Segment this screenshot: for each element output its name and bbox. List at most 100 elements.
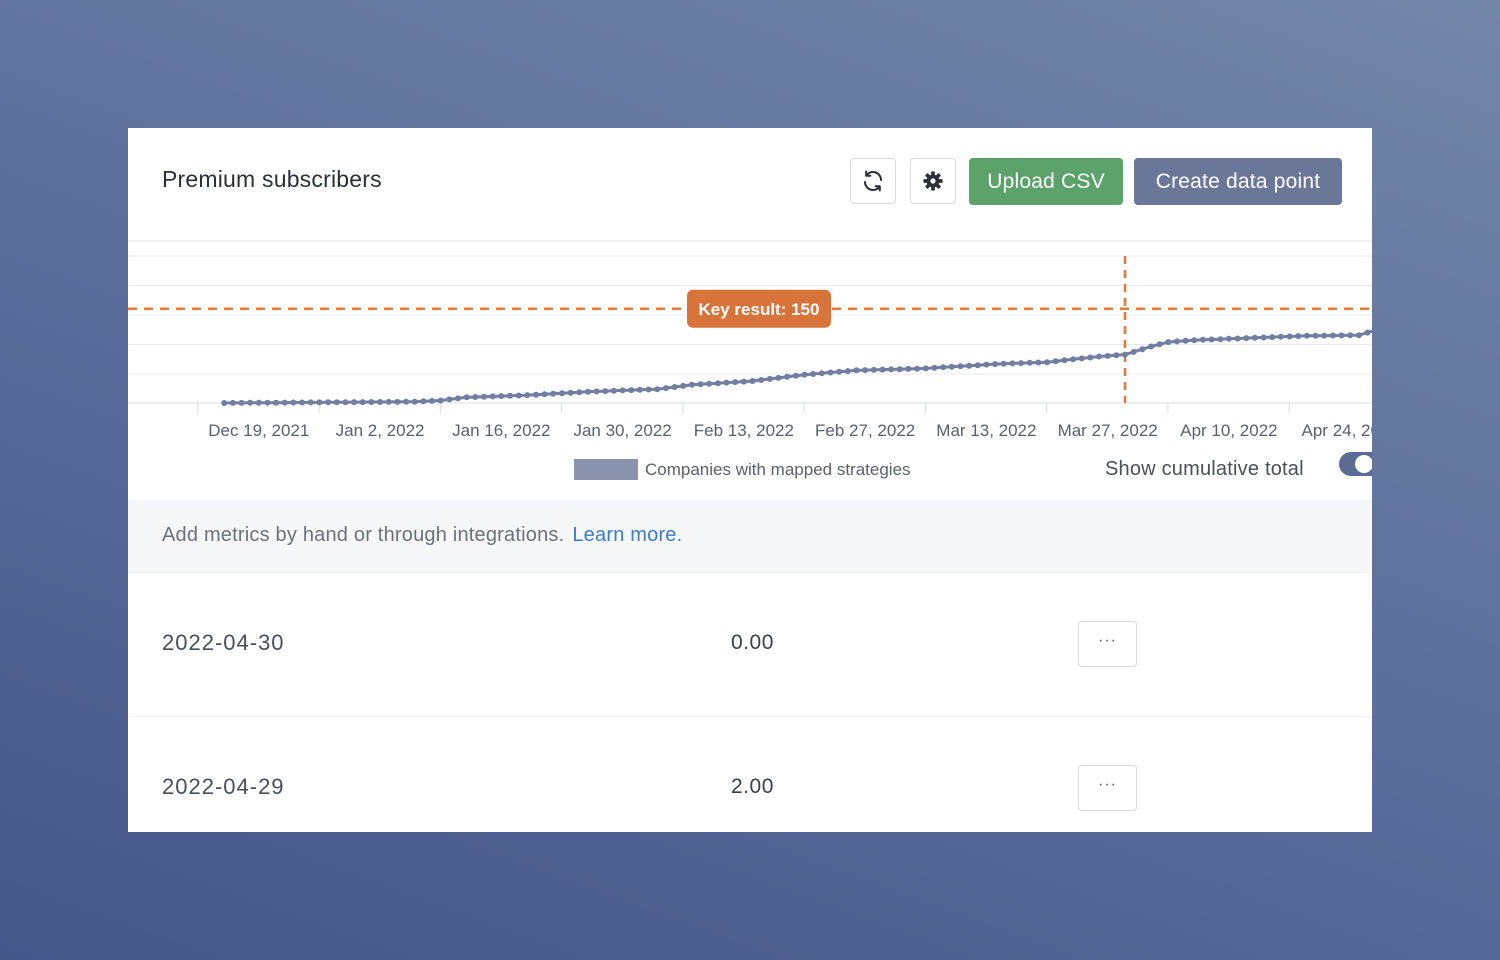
data-point	[221, 400, 228, 406]
data-point	[498, 393, 505, 400]
upload-csv-button[interactable]: Upload CSV	[969, 158, 1123, 205]
data-point	[732, 379, 739, 386]
data-point	[1009, 360, 1016, 367]
data-point	[238, 399, 245, 406]
data-point	[1026, 359, 1033, 366]
refresh-button[interactable]	[850, 158, 896, 204]
data-point	[524, 392, 531, 399]
x-tick-label: Apr 10, 2022	[1180, 421, 1277, 440]
data-point	[992, 361, 999, 368]
data-point	[576, 389, 583, 396]
x-tick-label: Jan 30, 2022	[573, 421, 671, 440]
row-date: 2022-04-29	[162, 774, 285, 799]
data-point	[957, 363, 964, 370]
row-date: 2022-04-30	[162, 630, 285, 655]
data-point	[1347, 332, 1354, 339]
data-point	[836, 368, 843, 375]
data-point	[1234, 335, 1241, 342]
info-bar: Add metrics by hand or through integrati…	[128, 500, 1372, 573]
data-point	[723, 379, 730, 386]
data-point	[273, 399, 280, 406]
data-point	[775, 374, 782, 381]
data-point	[420, 398, 427, 405]
data-point	[290, 399, 297, 406]
row-more-button[interactable]: ···	[1078, 765, 1137, 811]
data-point	[1225, 335, 1232, 342]
chart-svg: Dec 19, 2021 Jan 2, 2022 Jan 16, 2022 Jan 3…	[128, 240, 1372, 440]
chart: Dec 19, 2021 Jan 2, 2022 Jan 16, 2022 Jan 3…	[128, 238, 1372, 500]
learn-more-link[interactable]: Learn more.	[572, 524, 683, 546]
x-tick-label: Mar 13, 2022	[936, 421, 1036, 440]
data-point	[1251, 334, 1258, 341]
data-point	[888, 366, 895, 373]
legend-swatch	[574, 459, 638, 480]
data-point	[697, 381, 704, 388]
data-point	[801, 371, 808, 378]
data-point	[1286, 333, 1293, 340]
data-point	[602, 388, 609, 395]
gear-icon	[923, 171, 943, 191]
series-line	[224, 329, 1372, 405]
data-point	[541, 391, 548, 398]
data-point	[1199, 336, 1206, 343]
data-point	[870, 366, 877, 373]
data-point	[333, 399, 340, 406]
data-point	[1087, 354, 1094, 361]
data-point	[1044, 359, 1050, 366]
data-point	[1355, 332, 1362, 339]
data-point	[1052, 358, 1059, 365]
data-point	[1148, 343, 1154, 350]
data-point	[1156, 341, 1163, 348]
key-result-label: Key result: 150	[699, 300, 820, 319]
x-tick-label: Jan 2, 2022	[336, 421, 425, 440]
x-tick-label: Jan 16, 2022	[452, 421, 550, 440]
data-point	[351, 399, 358, 406]
data-point	[247, 399, 254, 406]
data-point	[654, 386, 661, 393]
data-point	[810, 371, 817, 377]
x-tick-label: Apr 24, 2022	[1302, 421, 1372, 440]
data-point	[922, 365, 929, 372]
data-point	[1191, 337, 1198, 344]
data-point	[1104, 352, 1111, 359]
legend-label[interactable]: Companies with mapped strategies	[645, 460, 911, 479]
data-point	[559, 390, 565, 397]
data-point	[879, 366, 886, 373]
data-point	[680, 382, 687, 389]
data-point	[1096, 353, 1102, 360]
data-point	[1217, 336, 1224, 343]
data-point	[792, 372, 799, 379]
data-point	[966, 362, 973, 369]
data-point	[1035, 359, 1042, 366]
data-point	[1321, 332, 1328, 339]
data-point	[853, 367, 860, 374]
data-point	[688, 381, 695, 388]
data-point	[533, 391, 539, 398]
data-point	[1260, 334, 1267, 341]
data-point	[1295, 333, 1302, 340]
data-point	[1312, 332, 1319, 339]
info-message: Add metrics by hand or through integrati…	[162, 524, 565, 546]
cumulative-toggle[interactable]	[1339, 452, 1372, 476]
data-point	[1277, 333, 1284, 340]
card-header: Premium subscribers	[128, 128, 1372, 238]
data-point	[1139, 346, 1146, 353]
create-data-point-button[interactable]: Create data point	[1134, 158, 1342, 205]
data-point	[585, 388, 591, 395]
row-more-button[interactable]: ···	[1078, 621, 1137, 667]
data-point	[1113, 352, 1120, 359]
x-tick-label: Feb 27, 2022	[815, 421, 915, 440]
data-point	[766, 375, 773, 382]
data-point	[342, 399, 349, 406]
data-point	[455, 395, 461, 402]
data-point	[740, 378, 747, 385]
data-point	[1182, 337, 1189, 344]
data-point	[1122, 351, 1128, 358]
row-value: 0.00	[731, 631, 774, 654]
data-point	[862, 367, 869, 374]
data-point	[394, 398, 401, 405]
refresh-icon	[864, 170, 882, 192]
settings-button[interactable]	[910, 158, 956, 204]
data-point	[714, 380, 721, 387]
data-point	[1269, 334, 1276, 341]
